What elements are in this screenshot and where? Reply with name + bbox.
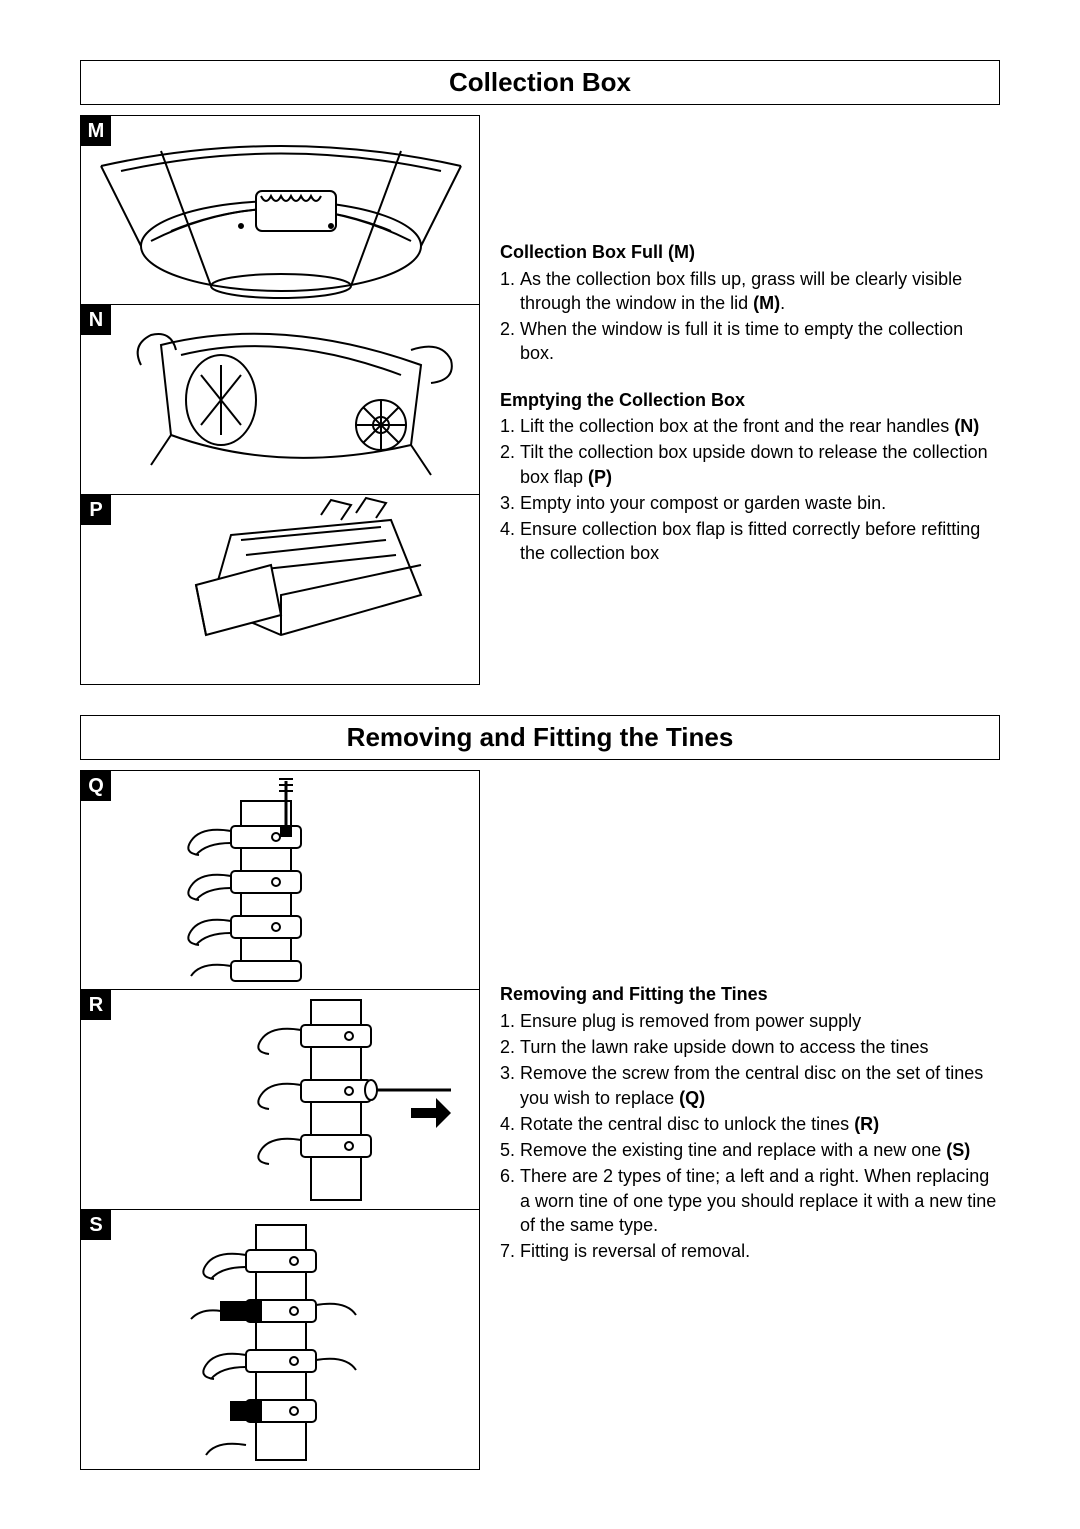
- figure-M: M: [80, 115, 480, 305]
- figure-P-illustration: [81, 495, 480, 685]
- s1-b0-heading: Collection Box Full (M): [500, 240, 1000, 264]
- s1-b0-list: As the collection box fills up, grass wi…: [500, 267, 1000, 368]
- section2-title: Removing and Fitting the Tines: [80, 715, 1000, 760]
- figure-label-Q: Q: [81, 771, 111, 801]
- list-item: Tilt the collection box upside down to r…: [520, 440, 1000, 489]
- figure-label-M: M: [81, 116, 111, 146]
- list-item: Rotate the central disc to unlock the ti…: [520, 1112, 1000, 1136]
- figure-S-illustration: [81, 1210, 480, 1470]
- s2-b0-list: Ensure plug is removed from power supply…: [500, 1009, 1000, 1266]
- section2-body: Q R: [80, 770, 1000, 1470]
- figure-R: R: [80, 990, 480, 1210]
- figure-N: N: [80, 305, 480, 495]
- list-item: Fitting is reversal of removal.: [520, 1239, 1000, 1263]
- s2-b0-heading: Removing and Fitting the Tines: [500, 982, 1000, 1006]
- section1-title: Collection Box: [80, 60, 1000, 105]
- s1-b1-heading: Emptying the Collection Box: [500, 388, 1000, 412]
- figure-label-S: S: [81, 1210, 111, 1240]
- list-item: Ensure collection box flap is fitted cor…: [520, 517, 1000, 566]
- s1-b1-list: Lift the collection box at the front and…: [500, 414, 1000, 568]
- figure-Q: Q: [80, 770, 480, 990]
- figure-R-illustration: [81, 990, 480, 1210]
- figure-M-illustration: [81, 116, 480, 305]
- figure-Q-illustration: [81, 771, 480, 990]
- list-item: Empty into your compost or garden waste …: [520, 491, 1000, 515]
- list-item: Turn the lawn rake upside down to access…: [520, 1035, 1000, 1059]
- list-item: As the collection box fills up, grass wi…: [520, 267, 1000, 316]
- section1-text: Collection Box Full (M) As the collectio…: [500, 115, 1000, 685]
- figure-P: P: [80, 495, 480, 685]
- list-item: Remove the existing tine and replace wit…: [520, 1138, 1000, 1162]
- list-item: Ensure plug is removed from power supply: [520, 1009, 1000, 1033]
- list-item: There are 2 types of tine; a left and a …: [520, 1164, 1000, 1237]
- section1-body: M N: [80, 115, 1000, 685]
- figure-N-illustration: [81, 305, 480, 495]
- list-item: Lift the collection box at the front and…: [520, 414, 1000, 438]
- list-item: When the window is full it is time to em…: [520, 317, 1000, 366]
- section2-figures: Q R: [80, 770, 480, 1470]
- figure-label-R: R: [81, 990, 111, 1020]
- figure-label-N: N: [81, 305, 111, 335]
- figure-S: S: [80, 1210, 480, 1470]
- figure-label-P: P: [81, 495, 111, 525]
- section2-text: Removing and Fitting the Tines Ensure pl…: [500, 770, 1000, 1470]
- list-item: Remove the screw from the central disc o…: [520, 1061, 1000, 1110]
- section1-figures: M N: [80, 115, 480, 685]
